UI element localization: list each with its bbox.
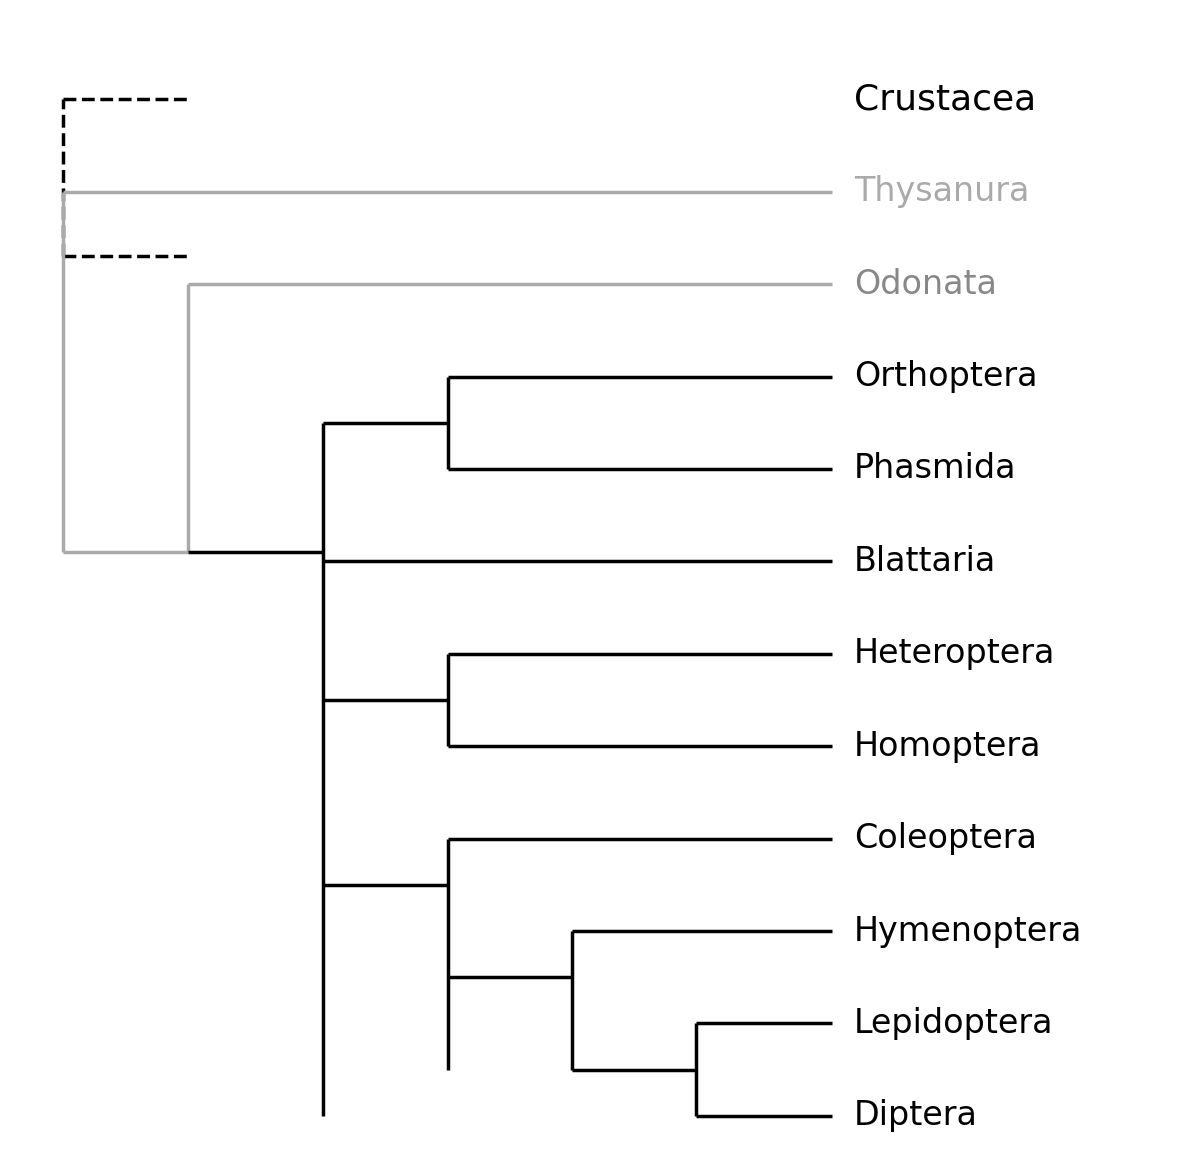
Text: GB.c: GB.c [1085,1130,1123,1146]
Text: Lepidoptera: Lepidoptera [854,1007,1054,1040]
Text: Thysanura: Thysanura [854,175,1030,208]
Text: Coleoptera: Coleoptera [854,822,1037,856]
Text: Phasmida: Phasmida [854,452,1016,485]
Text: Hymenoptera: Hymenoptera [854,914,1082,948]
Text: Crustacea: Crustacea [854,82,1037,117]
Text: Orthoptera: Orthoptera [854,360,1038,393]
Text: Homoptera: Homoptera [854,729,1042,762]
Text: Heteroptera: Heteroptera [854,637,1056,670]
Text: Odonata: Odonata [854,268,997,300]
Text: Blattaria: Blattaria [854,545,996,577]
Text: Diptera: Diptera [854,1099,978,1133]
